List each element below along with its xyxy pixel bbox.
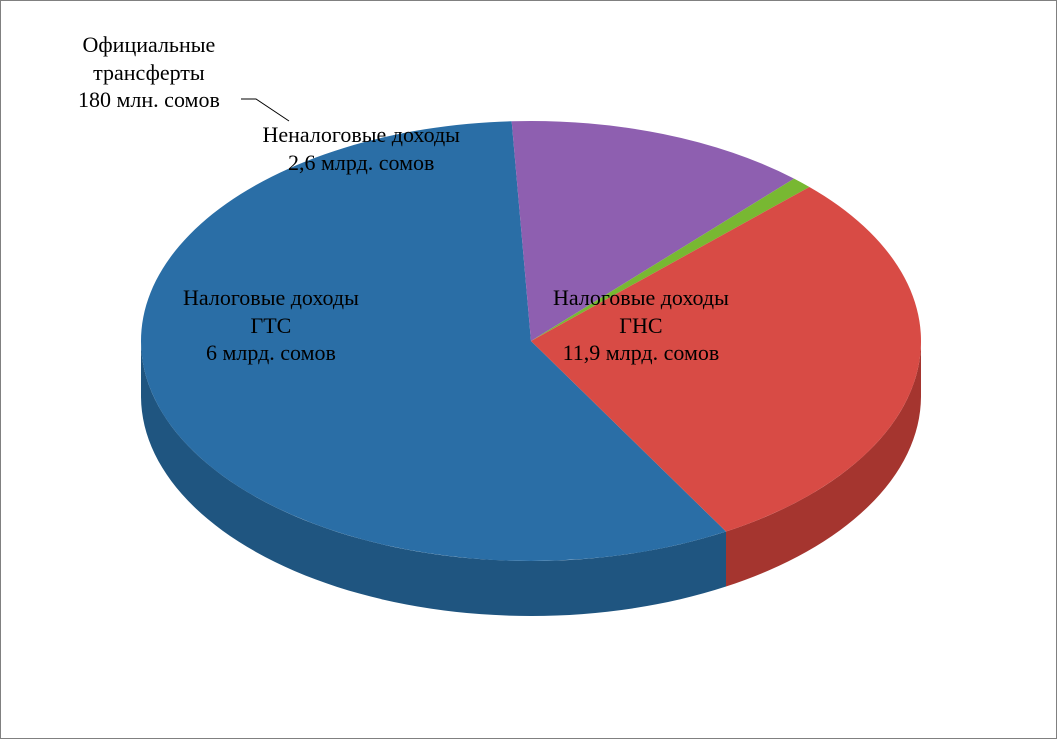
label-gns: Налоговые доходы ГНС 11,9 млрд. сомов bbox=[553, 284, 729, 367]
label-transfers: Официальные трансферты 180 млн. сомов bbox=[78, 31, 220, 114]
label-nontax: Неналоговые доходы 2,6 млрд. сомов bbox=[263, 121, 460, 176]
label-gts: Налоговые доходы ГТС 6 млрд. сомов bbox=[183, 284, 359, 367]
chart-frame: Налоговые доходы ГНС 11,9 млрд. сомов Нен… bbox=[0, 0, 1057, 739]
leader-line-transfers bbox=[241, 99, 289, 121]
